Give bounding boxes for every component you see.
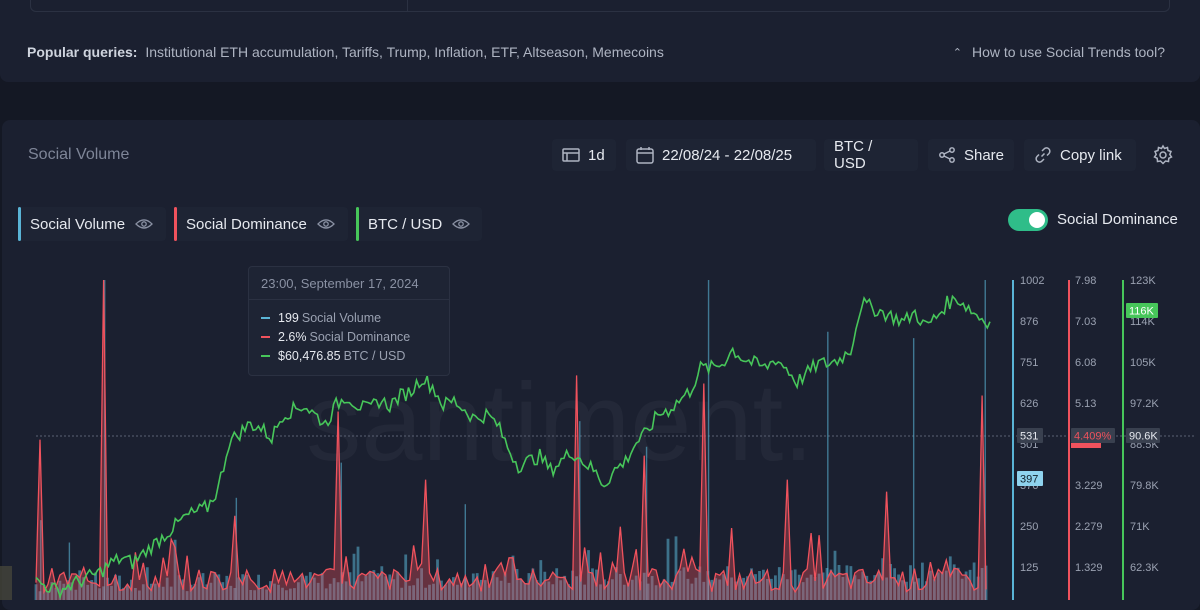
tooltip-row-social-volume: 199 Social Volume bbox=[261, 311, 381, 325]
copy-link-button[interactable]: Copy link bbox=[1024, 139, 1136, 171]
legend-social-volume[interactable]: Social Volume bbox=[18, 207, 166, 241]
social-dominance-tick-label: 1.329 bbox=[1075, 562, 1103, 574]
copy-link-label: Copy link bbox=[1060, 146, 1122, 164]
eye-icon[interactable] bbox=[316, 218, 335, 230]
legend-social-dominance[interactable]: Social Dominance bbox=[174, 207, 348, 241]
interval-button[interactable]: 1d bbox=[552, 139, 616, 171]
social-dominance-tick-label: 2.279 bbox=[1075, 521, 1103, 533]
legend-label: BTC / USD bbox=[368, 215, 443, 233]
legend-label: Social Volume bbox=[30, 215, 126, 233]
santiment-watermark: santiment. bbox=[306, 361, 813, 484]
tooltip-color-dash bbox=[261, 317, 270, 319]
legend-color-bar bbox=[356, 207, 359, 241]
calendar-icon bbox=[636, 147, 654, 164]
social-dominance-crosshair-label: 4.409% bbox=[1074, 431, 1112, 443]
date-range-button[interactable]: 22/08/24 - 22/08/25 bbox=[626, 139, 816, 171]
calendar-grid-icon bbox=[562, 148, 580, 162]
btc-tick-label: 105K bbox=[1130, 357, 1156, 369]
social-dominance-tick-label: 5.13 bbox=[1075, 398, 1096, 410]
btc-tick-label: 114K bbox=[1130, 316, 1156, 328]
tooltip-value: 199 bbox=[278, 311, 299, 325]
top-panel bbox=[0, 0, 1200, 82]
eye-icon[interactable] bbox=[135, 218, 153, 230]
btc-price-line bbox=[35, 294, 991, 600]
popular-queries-label: Popular queries: bbox=[27, 44, 138, 60]
social-volume-tick-label: 751 bbox=[1020, 357, 1038, 369]
btc-tick-label: 79.8K bbox=[1130, 480, 1159, 492]
pair-button[interactable]: BTC / USD bbox=[824, 138, 918, 172]
legend-label: Social Dominance bbox=[186, 215, 307, 233]
social-dominance-toggle[interactable] bbox=[1008, 209, 1048, 231]
btc-last-price-label-bg bbox=[1126, 303, 1158, 318]
social-dominance-tick-label: 6.08 bbox=[1075, 357, 1096, 369]
social-volume-crosshair-label-bg bbox=[1017, 428, 1043, 443]
social-dominance-tick-label: 3.229 bbox=[1075, 480, 1103, 492]
toggle-knob bbox=[1029, 212, 1045, 228]
btc-last-price-label: 116K bbox=[1129, 306, 1155, 318]
social-volume-marker-label: 397 bbox=[1020, 474, 1038, 486]
date-range-label: 22/08/24 - 22/08/25 bbox=[662, 146, 793, 164]
chevron-up-icon: ⌃ bbox=[952, 46, 962, 59]
btc-crosshair-label: 90.6K bbox=[1129, 431, 1158, 443]
btc-crosshair-label-bg bbox=[1126, 428, 1160, 443]
btc-tick-label: 62.3K bbox=[1130, 562, 1159, 574]
social-volume-marker-label-bg bbox=[1017, 471, 1043, 486]
btc-tick-label: 71K bbox=[1130, 521, 1150, 533]
search-divider bbox=[407, 0, 431, 11]
tooltip-row-social-dominance: 2.6% Social Dominance bbox=[261, 330, 410, 344]
social-volume-tick-label: 125 bbox=[1020, 562, 1038, 574]
share-icon bbox=[939, 147, 955, 163]
tooltip-divider bbox=[249, 299, 449, 300]
chart-canvas[interactable]: santiment.10028767516265013762501257.987… bbox=[0, 260, 1200, 600]
popular-queries-list[interactable]: Institutional ETH accumulation, Tariffs,… bbox=[145, 44, 664, 60]
tooltip-color-dash bbox=[261, 355, 270, 357]
tooltip-color-dash bbox=[261, 336, 270, 338]
social-dominance-marker bbox=[1071, 443, 1101, 448]
legend-color-bar bbox=[18, 207, 21, 241]
pair-label: BTC / USD bbox=[834, 138, 873, 172]
btc-tick-label: 97.2K bbox=[1130, 398, 1159, 410]
chart-card bbox=[2, 120, 1200, 610]
legend-btc-usd[interactable]: BTC / USD bbox=[356, 207, 482, 241]
social-volume-tick-label: 250 bbox=[1020, 521, 1038, 533]
social-dominance-crosshair-label-bg bbox=[1071, 428, 1115, 443]
tooltip-label: Social Volume bbox=[301, 311, 382, 325]
tooltip-value: $60,476.85 bbox=[278, 349, 341, 363]
help-link[interactable]: ⌃ How to use Social Trends tool? bbox=[953, 44, 1165, 60]
eye-icon[interactable] bbox=[452, 218, 471, 230]
chart-title: Social Volume bbox=[28, 146, 130, 163]
left-edge-fragment bbox=[0, 566, 12, 600]
tooltip-label: BTC / USD bbox=[343, 349, 406, 363]
popular-queries: Popular queries: Institutional ETH accum… bbox=[27, 44, 664, 60]
help-link-label: How to use Social Trends tool? bbox=[972, 44, 1165, 60]
link-icon bbox=[1035, 147, 1051, 163]
social-dominance-tick-label: 7.98 bbox=[1075, 275, 1096, 287]
social-volume-tick-label: 626 bbox=[1020, 398, 1038, 410]
tooltip-value: 2.6% bbox=[278, 330, 307, 344]
social-volume-tick-label: 876 bbox=[1020, 316, 1038, 328]
social-volume-tick-label: 1002 bbox=[1020, 275, 1044, 287]
share-label: Share bbox=[963, 146, 1004, 164]
chart-tooltip: 23:00, September 17, 2024 199 Social Vol… bbox=[248, 266, 450, 376]
tooltip-label: Social Dominance bbox=[309, 330, 411, 344]
share-button[interactable]: Share bbox=[928, 139, 1014, 171]
social-volume-crosshair-label: 531 bbox=[1020, 431, 1038, 443]
legend-color-bar bbox=[174, 207, 177, 241]
social-dominance-line bbox=[35, 279, 987, 595]
tooltip-date: 23:00, September 17, 2024 bbox=[261, 276, 419, 291]
toggle-label: Social Dominance bbox=[1057, 211, 1178, 228]
interval-label: 1d bbox=[588, 146, 605, 164]
social-dominance-tick-label: 7.03 bbox=[1075, 316, 1096, 328]
tooltip-row-btc: $60,476.85 BTC / USD bbox=[261, 349, 405, 363]
search-bar[interactable] bbox=[30, 0, 1170, 12]
gear-icon[interactable] bbox=[1152, 144, 1174, 166]
btc-tick-label: 123K bbox=[1130, 275, 1156, 287]
